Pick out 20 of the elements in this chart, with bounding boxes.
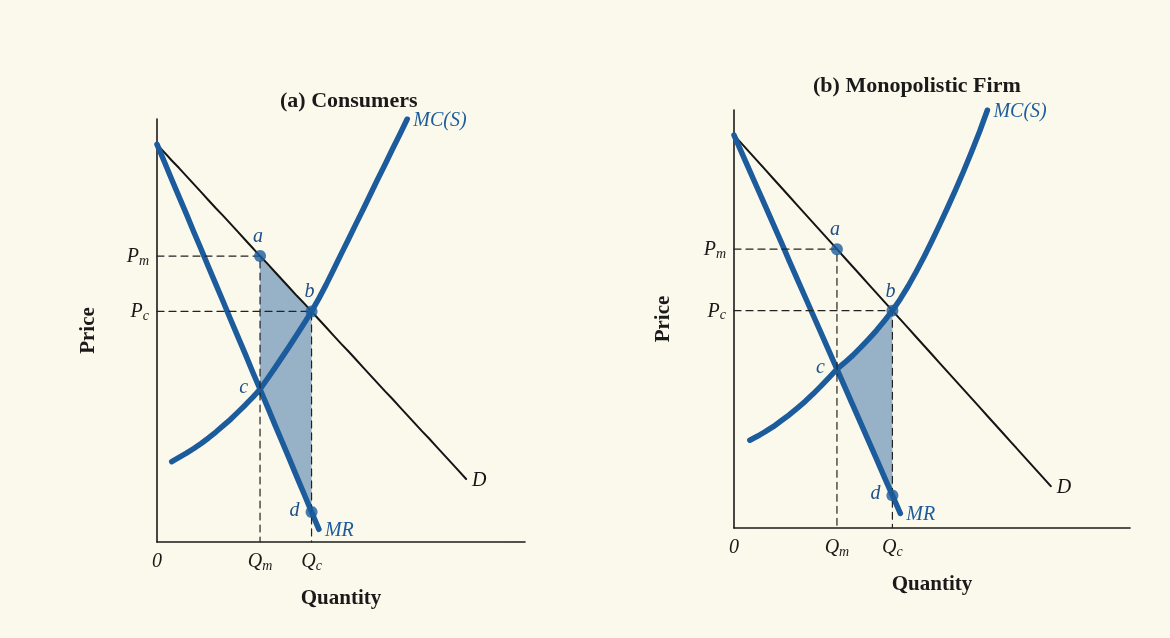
annotation: d — [870, 481, 882, 504]
series-label: MR — [905, 502, 936, 525]
annotation: c — [816, 355, 826, 378]
annotation: c — [239, 375, 249, 398]
annotation: a — [829, 217, 840, 240]
x-axis-title: Quantity — [300, 584, 382, 609]
series-label: D — [471, 467, 488, 490]
annotation: d — [289, 497, 301, 520]
annotation: b — [885, 278, 896, 301]
series-label: MC(S) — [992, 99, 1048, 122]
x-tick-label: 0 — [152, 549, 162, 571]
y-axis-title: Price — [74, 307, 99, 354]
x-axis-title: Quantity — [891, 570, 973, 595]
y-axis-title: Price — [649, 295, 674, 343]
annotation: a — [253, 224, 264, 247]
annotation: b — [304, 279, 315, 302]
series-label: D — [1055, 475, 1072, 498]
series-label: MR — [323, 518, 354, 541]
chart-title: (b) Monopolistic Firm — [813, 71, 1021, 97]
x-tick-label: 0 — [729, 535, 739, 557]
